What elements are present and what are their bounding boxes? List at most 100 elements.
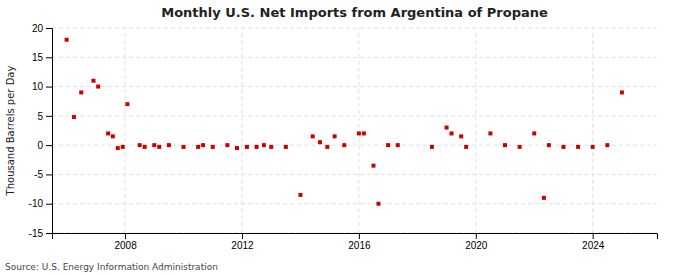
y-tick-label: -10 [29, 198, 44, 209]
y-tick-label: 20 [32, 23, 44, 34]
y-tick: 0 [37, 140, 52, 151]
x-axis: 2008 2012 2016 2020 2024 [53, 233, 658, 251]
y-tick-mark [46, 174, 52, 175]
point [167, 143, 171, 147]
y-tick: -10 [29, 198, 52, 209]
y-tick-mark [46, 28, 52, 29]
y-tick-mark [46, 87, 52, 88]
point [262, 143, 266, 147]
x-tick: 2016 [348, 233, 371, 251]
y-tick: 5 [37, 111, 52, 122]
point [65, 38, 69, 42]
point [111, 134, 115, 138]
grid-line [52, 174, 657, 175]
point [464, 145, 468, 149]
point [430, 145, 434, 149]
y-tick-mark [46, 145, 52, 146]
point [284, 145, 288, 149]
x-tick-mark [593, 233, 594, 239]
point [547, 143, 551, 147]
point [125, 102, 129, 106]
point [157, 145, 161, 149]
point [143, 145, 147, 149]
point [225, 143, 229, 147]
point [542, 196, 546, 200]
y-tick-mark [46, 204, 52, 205]
point [445, 126, 449, 130]
y-tick-label: 15 [32, 52, 44, 63]
point [605, 143, 609, 147]
grid-line [475, 28, 476, 233]
point [96, 85, 100, 89]
point [620, 90, 624, 94]
y-tick: 15 [32, 52, 52, 63]
point [235, 146, 239, 150]
y-tick-mark [46, 57, 52, 58]
grid-line [52, 57, 657, 58]
point [106, 131, 110, 135]
x-tick-mark [125, 233, 126, 239]
point [182, 145, 186, 149]
points [65, 38, 624, 206]
y-tick-mark [46, 233, 52, 234]
x-tick: 2020 [465, 233, 488, 251]
y-tick-label: 5 [37, 111, 43, 122]
source-note: Source: U.S. Energy Information Administ… [5, 262, 218, 272]
x-tick: 2008 [114, 233, 137, 251]
point [371, 164, 375, 168]
point [376, 202, 380, 206]
grid-line [52, 115, 657, 116]
point [488, 131, 492, 135]
x-tick-label: 2020 [465, 240, 488, 251]
y-tick-label: 10 [32, 81, 44, 92]
y-tick-label: -5 [34, 169, 43, 180]
point [357, 131, 361, 135]
x-axis-line [53, 234, 658, 240]
point [333, 134, 337, 138]
grid-line [125, 28, 126, 233]
point [532, 131, 536, 135]
point [591, 145, 595, 149]
grid [52, 28, 657, 233]
point [138, 143, 142, 147]
point [503, 143, 507, 147]
y-tick: 10 [32, 81, 52, 92]
y-tick-label: 0 [37, 140, 43, 151]
grid-line [358, 28, 359, 233]
point [298, 193, 302, 197]
title: Monthly U.S. Net Imports from Argentina … [161, 5, 548, 20]
y-axis-line [46, 29, 53, 234]
y-tick-label: -15 [29, 228, 44, 239]
point [211, 145, 215, 149]
point [116, 146, 120, 150]
x-tick: 2012 [231, 233, 254, 251]
grid-line [52, 28, 657, 29]
point [325, 145, 329, 149]
point [201, 143, 205, 147]
y-axis-label: Thousand Barrels per Day [5, 66, 16, 197]
point [79, 90, 83, 94]
grid-line [241, 28, 242, 233]
x-tick-label: 2008 [114, 240, 137, 251]
x-tick-mark [242, 233, 243, 239]
point [576, 145, 580, 149]
point [318, 140, 322, 144]
point [342, 143, 346, 147]
point [121, 145, 125, 149]
x-tick: 2024 [582, 233, 605, 251]
point [269, 145, 273, 149]
point [245, 145, 249, 149]
y-tick-mark [46, 116, 52, 117]
point [450, 131, 454, 135]
grid-line [52, 86, 657, 87]
point [92, 79, 96, 83]
grid-line [52, 203, 657, 204]
point [72, 115, 76, 119]
point [362, 131, 366, 135]
point [459, 134, 463, 138]
point [561, 145, 565, 149]
y-tick: -15 [29, 228, 52, 239]
x-tick-label: 2024 [582, 240, 605, 251]
point [386, 143, 390, 147]
point [196, 145, 200, 149]
